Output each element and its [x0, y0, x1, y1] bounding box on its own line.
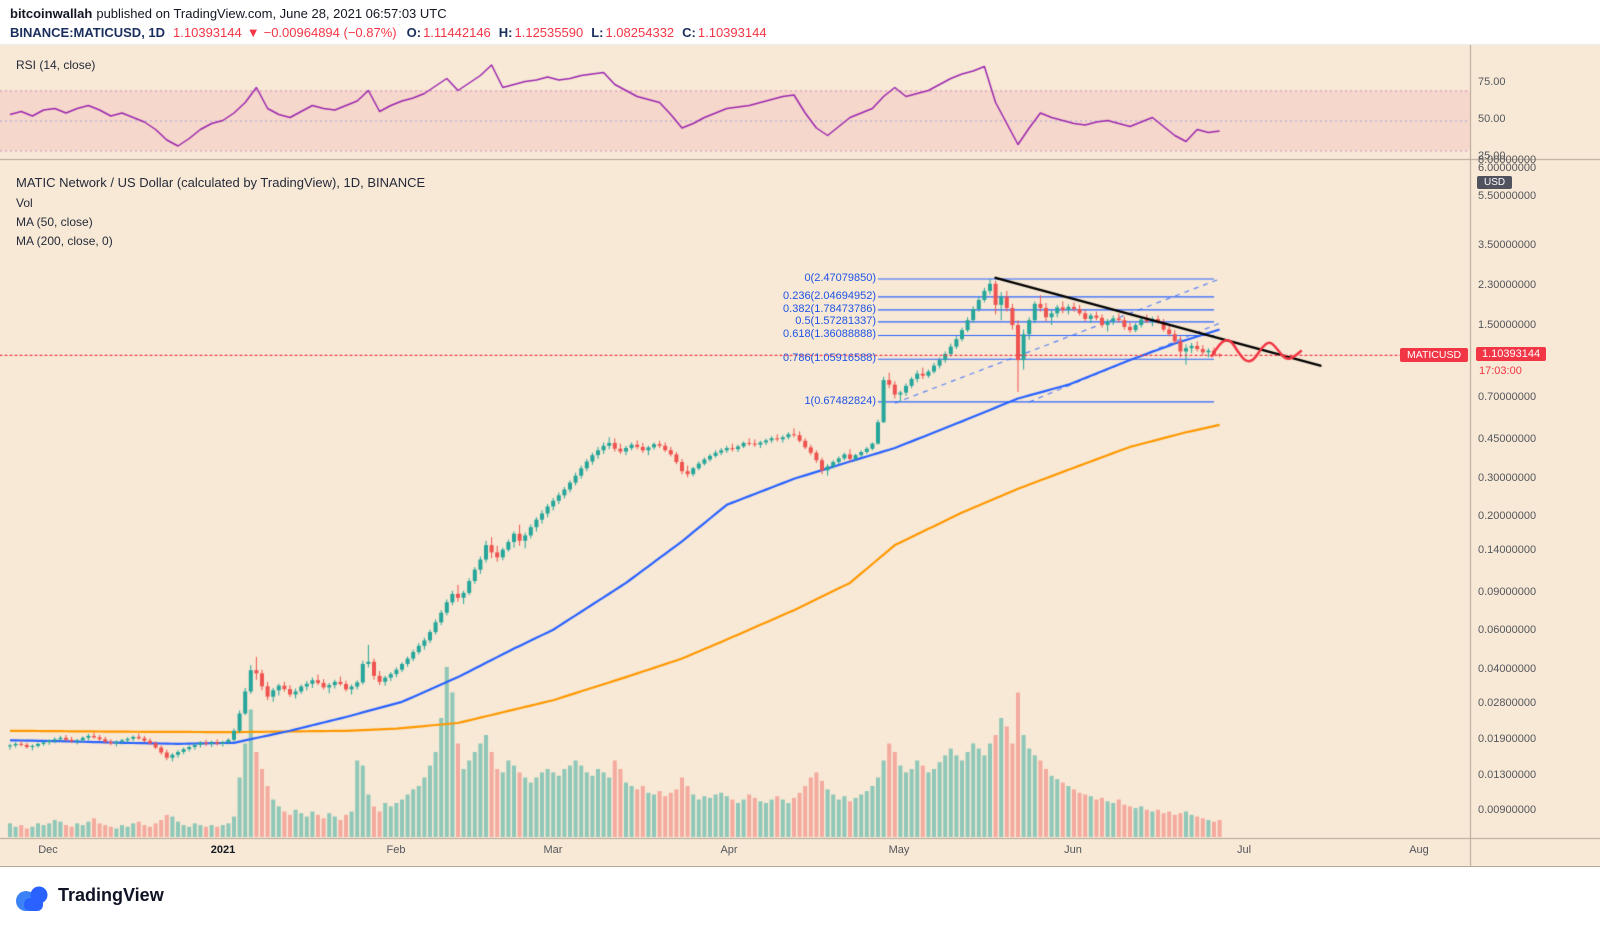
published-byline: bitcoinwallah published on TradingView.co… [10, 6, 447, 21]
time-tick-label: Apr [720, 844, 738, 856]
price-tick-label: 0.00900000 [1478, 804, 1537, 816]
header-text-segment: L: [591, 25, 604, 40]
price-tick-label: 3.50000000 [1478, 239, 1537, 251]
ma200-legend[interactable]: MA (200, close, 0) [16, 234, 113, 248]
footer: TradingView [0, 866, 1600, 927]
price-tick-label: 0.02800000 [1478, 697, 1537, 709]
header-text-segment: 1.08254332 [605, 25, 675, 40]
price-tick-label: 0.14000000 [1478, 544, 1537, 556]
header-text-segment: O: [406, 25, 422, 40]
time-tick-label: Jul [1236, 844, 1252, 856]
price-tick-label: 5.50000000 [1478, 190, 1537, 202]
rsi-legend[interactable]: RSI (14, close) [16, 58, 96, 72]
last-price-badge: 1.10393144 [1476, 347, 1547, 361]
price-axis[interactable]: 8.00000000 6.00000000 5.50000000 3.50000000… [1470, 44, 1600, 838]
header-text-segment: ▼ [246, 25, 260, 40]
fib-level-label[interactable]: 0.786(1.05916588) [783, 352, 876, 364]
price-tick-label: 6.00000000 [1478, 162, 1537, 174]
volume-legend[interactable]: Vol [16, 196, 33, 210]
header-text-segment: C: [682, 25, 696, 40]
time-axis[interactable]: Dec 2021 Feb Mar Apr May Jun Jul Aug [0, 838, 1470, 866]
header-text-segment: published on TradingView.com, June 28, 2… [96, 6, 447, 21]
price-tick-label: 0.09000000 [1478, 586, 1537, 598]
rsi-tick-label: 75.00 [1478, 76, 1506, 88]
currency-badge: USD [1477, 176, 1513, 189]
fib-level-label[interactable]: 0(2.47079850) [804, 272, 876, 284]
bar-countdown: 17:03:00 [1479, 365, 1522, 377]
price-tick-label: 0.04000000 [1478, 663, 1537, 675]
time-tick-label: May [888, 844, 910, 856]
time-tick-label: Aug [1409, 844, 1429, 856]
fib-level-label[interactable]: 0.5(1.57281337) [795, 315, 876, 327]
time-tick-label: Mar [543, 844, 563, 856]
header-text-segment: 1.10393144 [173, 25, 242, 40]
symbol-ohlc-line: BINANCE:MATICUSD, 1D 1.10393144 ▼ −0.009648… [10, 25, 767, 40]
ma50-legend[interactable]: MA (50, close) [16, 215, 93, 229]
price-tick-label: 1.50000000 [1478, 319, 1537, 331]
tradingview-logo[interactable] [13, 879, 53, 915]
rsi-tick-label: 50.00 [1478, 113, 1506, 125]
price-tick-label: 0.45000000 [1478, 433, 1537, 445]
header-text-segment: 1.10393144 [697, 25, 767, 40]
price-tick-label: 0.30000000 [1478, 472, 1537, 484]
tradingview-wordmark[interactable]: TradingView [58, 885, 164, 905]
chart-title-legend[interactable]: MATIC Network / US Dollar (calculated by… [16, 175, 426, 190]
header-text-segment: H: [498, 25, 513, 40]
price-tick-label: 0.01300000 [1478, 769, 1537, 781]
header: bitcoinwallah published on TradingView.co… [0, 0, 1600, 45]
fib-level-label[interactable]: 1(0.67482824) [804, 395, 876, 407]
price-tick-label: 0.20000000 [1478, 510, 1537, 522]
rsi-tick-label: 25.00 [1478, 150, 1506, 162]
price-tick-label: 2.30000000 [1478, 279, 1537, 291]
time-tick-label: Jun [1064, 844, 1082, 856]
time-tick-label: Dec [38, 844, 58, 856]
price-tick-label: 0.06000000 [1478, 624, 1537, 636]
header-text-segment: 1.11442146 [423, 25, 491, 40]
symbol-price-label: MATICUSD [1400, 348, 1469, 362]
fib-level-label[interactable]: 0.382(1.78473786) [783, 303, 876, 315]
header-text-segment: bitcoinwallah [10, 6, 93, 21]
fib-level-label[interactable]: 0.618(1.36088888) [783, 328, 876, 340]
header-text-segment: −0.00964894 (−0.87%) [263, 25, 397, 40]
time-tick-label: Feb [386, 844, 406, 856]
price-tick-label: 8.00000000 [1478, 154, 1537, 166]
price-tick-label: 0.01900000 [1478, 733, 1537, 745]
header-text-segment: 1.12535590 [514, 25, 584, 40]
fib-level-label[interactable]: 0.236(2.04694952) [783, 290, 876, 302]
time-tick-label: 2021 [210, 844, 236, 856]
price-tick-label: 0.70000000 [1478, 391, 1537, 403]
header-text-segment: BINANCE:MATICUSD, 1D [10, 25, 166, 40]
